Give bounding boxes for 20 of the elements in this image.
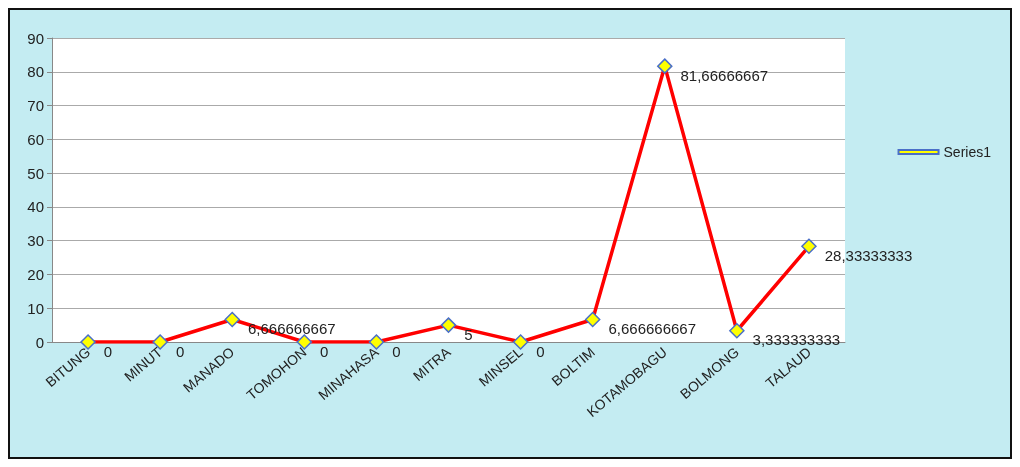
data-label: 6,666666667: [608, 319, 697, 337]
data-label: 3,333333333: [752, 331, 841, 349]
y-tick-label: 30: [27, 232, 44, 250]
data-label: 81,66666667: [680, 66, 769, 84]
y-tick-label: 80: [27, 63, 44, 81]
data-label: 0: [392, 342, 401, 360]
y-tick-label: 20: [27, 265, 44, 283]
y-tick-label: 0: [35, 333, 44, 351]
legend-label: Series1: [943, 144, 992, 160]
y-tick-label: 50: [27, 164, 44, 182]
y-tick-label: 10: [27, 299, 44, 317]
data-label: 5: [464, 325, 473, 343]
y-tick-label: 60: [27, 130, 44, 148]
data-label: 0: [175, 342, 185, 360]
data-label: 0: [536, 342, 545, 360]
y-tick-label: 70: [27, 97, 44, 115]
data-label: 0: [103, 342, 113, 360]
y-tick-label: 90: [27, 29, 44, 47]
data-label: 28,33333333: [824, 246, 913, 264]
y-tick-label: 40: [27, 198, 44, 216]
